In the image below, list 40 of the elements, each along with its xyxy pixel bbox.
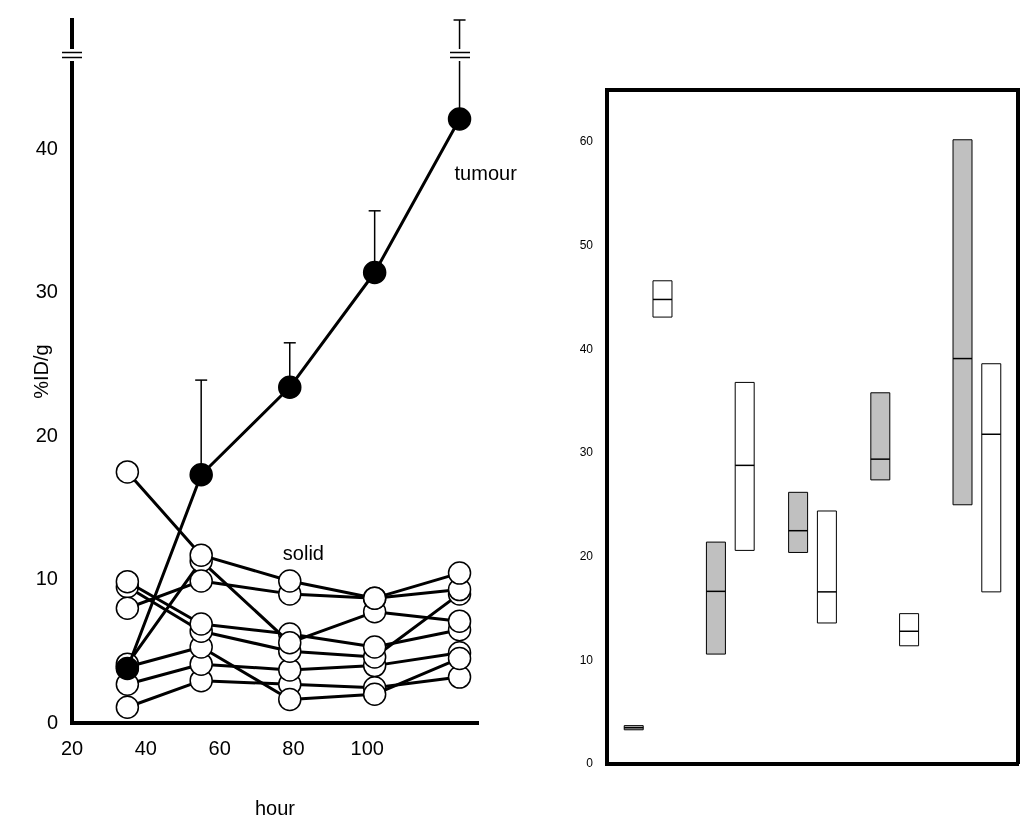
y-tick-label: 40 <box>35 136 58 159</box>
y-tick-label: 10 <box>35 567 58 590</box>
point <box>362 260 387 285</box>
point <box>189 543 213 567</box>
point <box>189 612 213 636</box>
point <box>447 609 472 633</box>
point <box>115 596 140 620</box>
point <box>278 375 302 400</box>
point <box>447 561 472 585</box>
x-tick-label: 40 <box>134 736 157 759</box>
point <box>115 695 140 719</box>
y-tick-label: 30 <box>35 280 58 303</box>
point <box>115 460 140 484</box>
y-tick-label: 0 <box>46 710 58 733</box>
y-tick-label: 30 <box>579 445 594 460</box>
y-axis-title: %ID/g <box>29 344 52 399</box>
point <box>278 569 302 593</box>
y-tick-label: 0 <box>586 756 594 771</box>
x-tick-label: 60 <box>208 736 231 759</box>
point <box>447 646 472 671</box>
point <box>189 463 213 487</box>
point <box>115 569 140 594</box>
y-tick-label: 20 <box>579 548 594 563</box>
annotation: solid <box>282 541 324 564</box>
y-tick-label: 40 <box>579 341 594 356</box>
x-tick-label: 100 <box>350 736 384 759</box>
x-tick-label: 80 <box>282 736 305 759</box>
point <box>362 682 387 707</box>
x-tick-label: 20 <box>60 736 84 759</box>
point <box>278 687 302 712</box>
y-tick-label: 10 <box>579 652 594 667</box>
point <box>447 107 472 131</box>
point <box>362 635 387 659</box>
point <box>278 630 302 655</box>
point <box>189 569 213 593</box>
y-tick-label: 50 <box>579 237 594 252</box>
x-axis-title: hour <box>254 796 296 819</box>
series-label: tumour <box>454 161 518 184</box>
y-tick-label: 20 <box>35 423 58 446</box>
y-tick-label: 60 <box>579 134 594 149</box>
